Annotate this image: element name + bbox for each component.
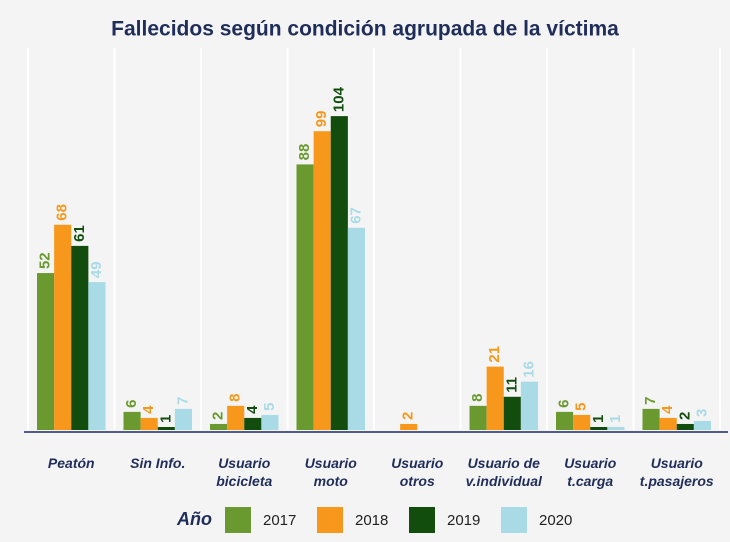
x-tick-label: Usuario otros — [391, 455, 444, 489]
data-label: 4 — [244, 405, 261, 414]
x-tick-label: Usuario bicicleta — [216, 455, 272, 489]
bar — [503, 396, 521, 430]
bar — [486, 366, 504, 430]
bar — [659, 417, 677, 430]
data-label: 1 — [157, 415, 174, 423]
data-label: 2 — [210, 412, 227, 420]
data-label: 21 — [486, 346, 503, 363]
data-label: 61 — [71, 225, 88, 242]
bar — [469, 405, 487, 430]
bar — [313, 131, 331, 430]
data-label: 49 — [88, 261, 105, 278]
bar — [123, 411, 141, 430]
data-label: 11 — [503, 377, 520, 393]
x-tick-label: Usuario t.pasajeros — [640, 455, 714, 489]
data-label: 6 — [123, 400, 140, 408]
data-label: 5 — [261, 403, 278, 411]
bar — [140, 417, 158, 430]
data-label: 8 — [227, 394, 244, 402]
x-tick-label: Sin Info. — [130, 455, 185, 471]
bar — [88, 282, 106, 430]
bar — [54, 224, 72, 430]
data-label: 16 — [520, 361, 537, 378]
bar — [157, 426, 175, 430]
legend-label: 2018 — [355, 512, 388, 529]
bar — [210, 423, 228, 430]
data-label: 7 — [642, 397, 659, 405]
x-tick-label: Usuario de v.individual — [466, 455, 543, 489]
bar — [676, 423, 694, 430]
bar — [573, 414, 591, 430]
data-label: 2 — [400, 412, 417, 420]
bar — [227, 405, 245, 430]
data-label: 104 — [330, 86, 347, 112]
legend-swatch — [225, 507, 251, 533]
bar — [244, 417, 262, 430]
data-label: 3 — [693, 409, 710, 417]
bar — [261, 414, 279, 430]
x-tick-label: Usuario moto — [305, 455, 358, 489]
legend-swatch — [317, 507, 343, 533]
legend-label: 2020 — [539, 512, 572, 529]
bar — [37, 273, 55, 430]
data-label: 1 — [590, 415, 607, 423]
legend-label: 2017 — [263, 512, 296, 529]
legend-label: 2019 — [447, 512, 480, 529]
x-tick-label: Usuario t.carga — [564, 455, 617, 489]
data-label: 88 — [296, 144, 313, 161]
legend-swatch — [501, 507, 527, 533]
chart-title: Fallecidos según condición agrupada de l… — [111, 18, 619, 41]
legend-title: Año — [176, 509, 212, 529]
bar — [642, 408, 660, 430]
bar — [296, 164, 314, 430]
data-label: 68 — [54, 204, 71, 221]
bar — [174, 408, 192, 430]
data-label: 4 — [140, 405, 157, 414]
bar — [347, 227, 365, 430]
bar — [590, 426, 608, 430]
bar — [400, 423, 418, 430]
data-label: 6 — [556, 400, 573, 408]
legend-swatch — [409, 507, 435, 533]
x-tick-label: Peatón — [48, 455, 95, 471]
bar — [556, 411, 574, 430]
bar — [607, 426, 625, 430]
data-label: 4 — [659, 405, 676, 414]
data-label: 5 — [573, 403, 590, 411]
bar — [71, 245, 89, 430]
bar — [693, 420, 711, 430]
bar — [520, 381, 538, 430]
data-label: 52 — [37, 252, 54, 269]
bar — [330, 116, 348, 430]
data-label: 99 — [313, 111, 330, 128]
data-label: 7 — [174, 397, 191, 405]
data-label: 1 — [607, 415, 624, 423]
data-label: 2 — [676, 412, 693, 420]
data-label: 8 — [469, 394, 486, 402]
data-label: 67 — [347, 207, 364, 224]
